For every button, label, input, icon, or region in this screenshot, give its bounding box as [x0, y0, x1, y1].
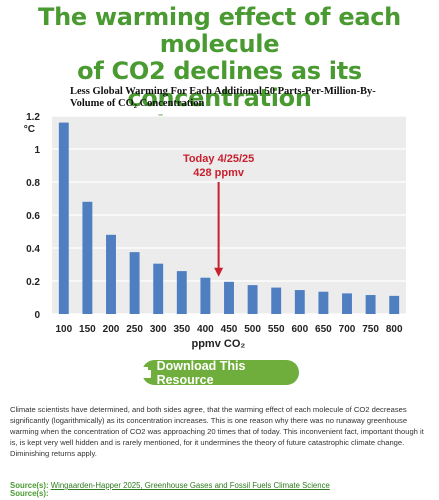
chart-title: Less Global Warming For Each Additional …	[70, 86, 390, 110]
x-tick-label: 600	[291, 324, 308, 335]
x-axis-label: ppmv CO₂	[191, 338, 245, 350]
y-tick-label: 0.6	[26, 211, 40, 222]
y-tick-label: 1.2	[26, 112, 40, 123]
download-button-label: Download This Resource	[156, 358, 246, 387]
y-tick-label: 0	[34, 310, 40, 321]
bar-750	[365, 295, 376, 314]
x-tick-label: 750	[362, 324, 379, 335]
chart-title-line-1: Less Global Warming For Each Additional …	[70, 86, 376, 97]
download-resource-button[interactable]: Download This Resource	[142, 358, 299, 387]
bar-150	[82, 201, 93, 314]
y-tick-label: 0.8	[26, 178, 40, 189]
y-axis-unit-label: °C	[24, 124, 35, 135]
bar-350	[176, 271, 187, 314]
bar-400	[200, 277, 211, 314]
chart-title-line-2: Volume of CO₂ Concentration	[70, 98, 205, 109]
source-label-repeat: Source(s):	[10, 489, 49, 498]
y-tick-label: 0.4	[26, 244, 40, 255]
source-label: Source(s):	[10, 481, 49, 490]
x-tick-label: 150	[79, 324, 96, 335]
bar-250	[129, 252, 140, 314]
bar-chart: 0 0.2 0.4 0.6 0.8 1 1.2°C 100 150 200 250 300 350 400…	[24, 112, 406, 350]
bar-200	[106, 234, 116, 314]
bar-100	[58, 122, 69, 314]
description-paragraph: Climate scientists have determined, and …	[10, 405, 424, 458]
x-tick-label: 550	[268, 324, 285, 335]
headline-line-1: The warming effect of each molecule	[38, 3, 401, 58]
bar-550	[271, 287, 282, 314]
x-tick-label: 700	[339, 324, 356, 335]
annotation-date-label: Today 4/25/25	[183, 153, 254, 165]
bar-650	[318, 291, 329, 314]
bar-600	[294, 290, 305, 314]
x-tick-label: 500	[244, 324, 261, 335]
x-tick-label: 650	[315, 324, 332, 335]
source-section: Source(s): Wingaarden-Happer 2025, Green…	[10, 482, 430, 498]
y-tick-label: 1	[34, 145, 40, 156]
x-tick-label: 250	[126, 324, 143, 335]
headline-line-2: of CO2 declines as its concentration	[77, 57, 362, 112]
bar-300	[153, 263, 164, 314]
x-tick-label: 200	[103, 324, 120, 335]
bar-800	[389, 295, 400, 314]
x-tick-label: 350	[173, 324, 190, 335]
bar-500	[247, 285, 258, 314]
annotation-ppmv-label: 428 ppmv	[193, 167, 245, 179]
source-link[interactable]: Wingaarden-Happer 2025, Greenhouse Gases…	[50, 481, 330, 490]
bar-450	[224, 281, 234, 314]
x-tick-label: 400	[197, 324, 214, 335]
y-tick-label: 0.2	[26, 277, 40, 288]
x-tick-label: 450	[221, 324, 238, 335]
document-icon	[142, 367, 151, 378]
x-tick-label: 100	[55, 324, 72, 335]
bar-700	[342, 293, 352, 314]
annotation-arrow-head	[214, 267, 224, 277]
x-tick-label: 800	[386, 324, 403, 335]
x-tick-label: 300	[150, 324, 167, 335]
